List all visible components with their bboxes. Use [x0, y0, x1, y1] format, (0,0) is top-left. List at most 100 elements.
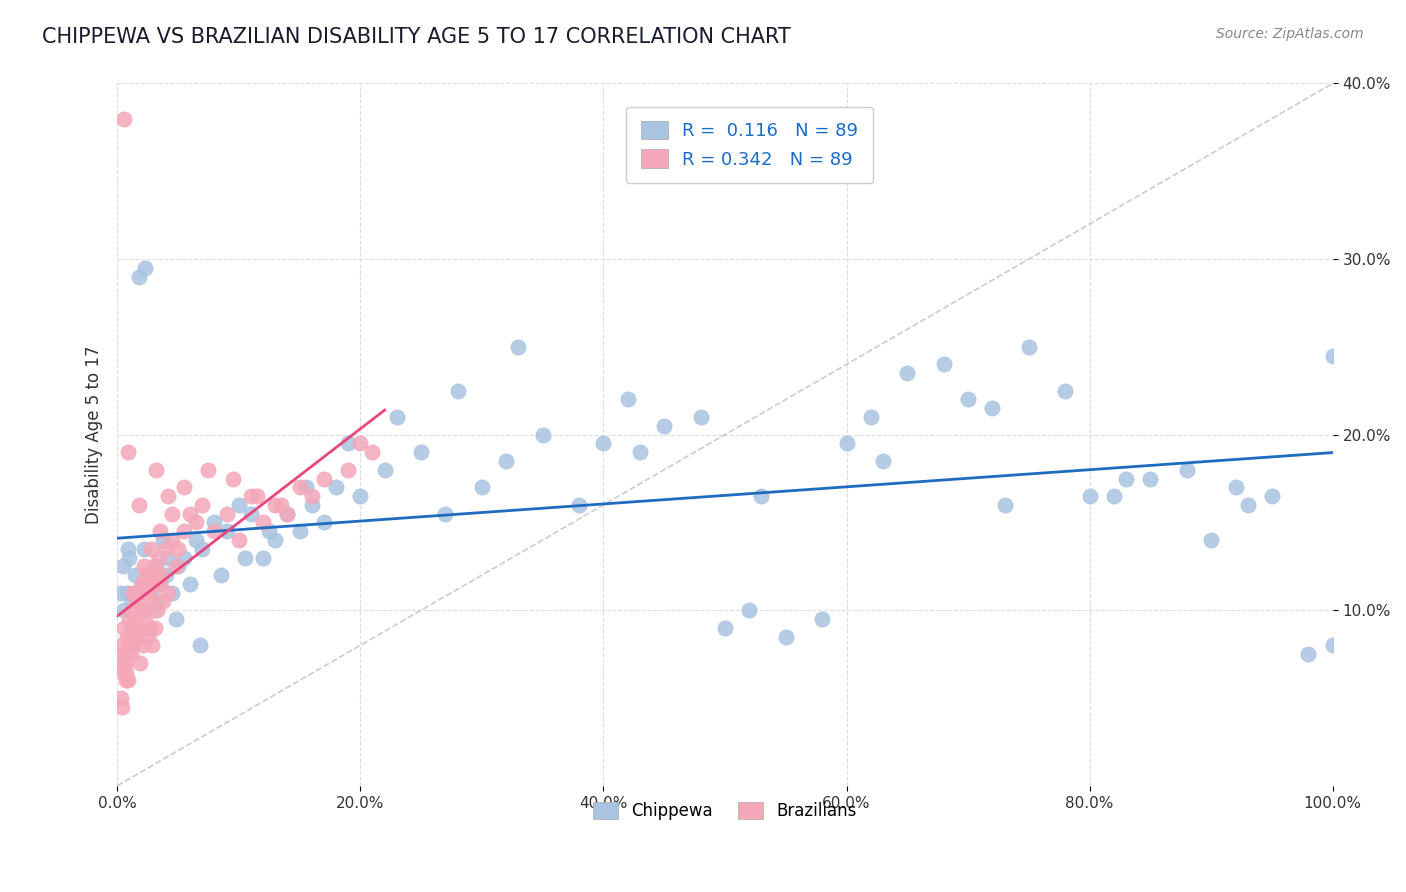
Point — [149, 577, 172, 591]
Point — [1298, 647, 1320, 661]
Point — [135, 577, 157, 591]
Point — [239, 489, 262, 503]
Point — [1236, 498, 1258, 512]
Point — [142, 603, 165, 617]
Point — [108, 647, 131, 661]
Point — [122, 638, 145, 652]
Point — [129, 656, 152, 670]
Point — [160, 507, 183, 521]
Point — [149, 577, 172, 591]
Point — [276, 507, 298, 521]
Point — [239, 507, 262, 521]
Point — [122, 585, 145, 599]
Point — [167, 559, 190, 574]
Point — [148, 550, 170, 565]
Point — [112, 665, 135, 679]
Point — [981, 401, 1004, 416]
Point — [124, 568, 146, 582]
Point — [531, 427, 554, 442]
Point — [141, 594, 163, 608]
Point — [131, 603, 153, 617]
Point — [228, 533, 250, 547]
Point — [136, 568, 159, 582]
Point — [128, 498, 150, 512]
Point — [835, 436, 858, 450]
Point — [471, 480, 494, 494]
Point — [114, 112, 136, 126]
Point — [145, 463, 167, 477]
Point — [689, 410, 711, 425]
Point — [628, 445, 651, 459]
Point — [115, 585, 138, 599]
Point — [1199, 533, 1222, 547]
Point — [1115, 471, 1137, 485]
Point — [896, 366, 918, 380]
Point — [132, 603, 155, 617]
Point — [121, 603, 143, 617]
Point — [191, 498, 214, 512]
Point — [122, 585, 145, 599]
Point — [1102, 489, 1125, 503]
Point — [120, 647, 142, 661]
Point — [215, 507, 238, 521]
Point — [288, 480, 311, 494]
Point — [118, 550, 141, 565]
Point — [155, 541, 177, 556]
Point — [957, 392, 980, 407]
Point — [361, 445, 384, 459]
Point — [508, 340, 530, 354]
Point — [146, 603, 169, 617]
Point — [932, 357, 955, 371]
Point — [811, 612, 834, 626]
Point — [714, 621, 737, 635]
Point — [115, 630, 138, 644]
Point — [1175, 463, 1198, 477]
Point — [1054, 384, 1077, 398]
Point — [112, 559, 135, 574]
Point — [993, 498, 1015, 512]
Point — [209, 568, 232, 582]
Point — [337, 436, 360, 450]
Point — [111, 699, 134, 714]
Point — [125, 594, 148, 608]
Point — [312, 516, 335, 530]
Point — [117, 673, 139, 688]
Point — [173, 550, 195, 565]
Point — [173, 524, 195, 538]
Point — [149, 524, 172, 538]
Point — [145, 559, 167, 574]
Point — [1322, 349, 1344, 363]
Point — [124, 621, 146, 635]
Point — [136, 585, 159, 599]
Point — [114, 673, 136, 688]
Point — [120, 621, 142, 635]
Point — [121, 594, 143, 608]
Point — [141, 585, 163, 599]
Point — [337, 463, 360, 477]
Point — [129, 621, 152, 635]
Point — [160, 585, 183, 599]
Point — [160, 533, 183, 547]
Point — [264, 533, 287, 547]
Point — [157, 585, 180, 599]
Point — [128, 269, 150, 284]
Y-axis label: Disability Age 5 to 17: Disability Age 5 to 17 — [86, 345, 103, 524]
Point — [127, 630, 149, 644]
Point — [134, 260, 156, 275]
Point — [111, 638, 134, 652]
Point — [149, 568, 172, 582]
Point — [128, 621, 150, 635]
Point — [1225, 480, 1247, 494]
Point — [616, 392, 638, 407]
Point — [228, 498, 250, 512]
Point — [114, 603, 136, 617]
Point — [125, 594, 148, 608]
Point — [141, 541, 163, 556]
Point — [131, 577, 153, 591]
Point — [349, 436, 371, 450]
Point — [117, 541, 139, 556]
Point — [146, 594, 169, 608]
Point — [349, 489, 371, 503]
Point — [301, 489, 323, 503]
Point — [179, 577, 201, 591]
